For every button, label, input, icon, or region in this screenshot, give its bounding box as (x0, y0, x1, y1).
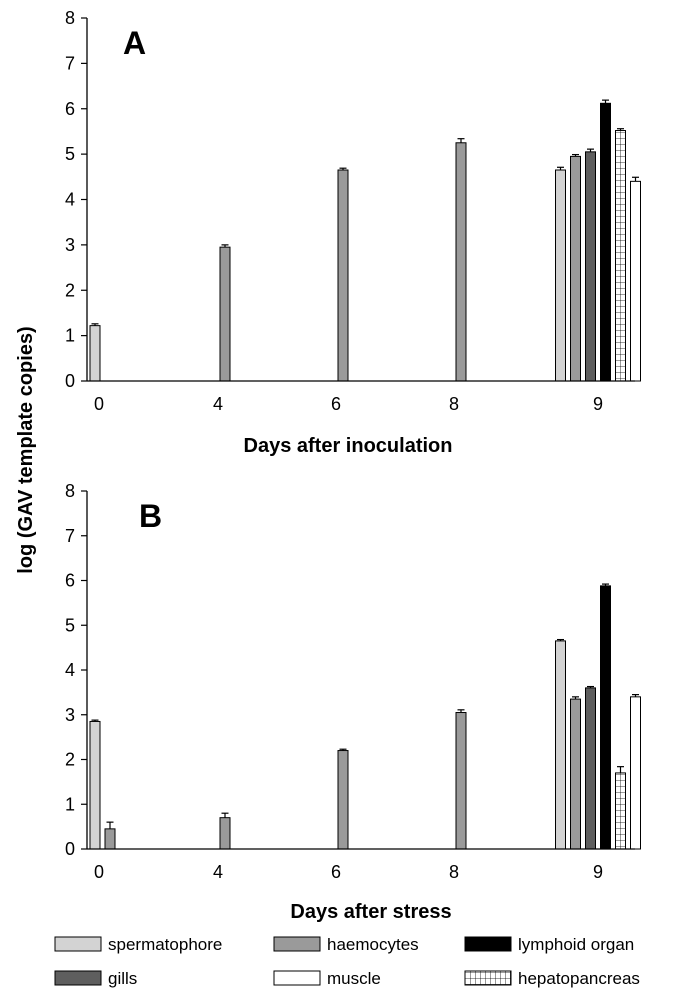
panel-a-y-tick-label: 1 (65, 326, 75, 346)
panel-b-y-tick-label: 3 (65, 705, 75, 725)
panel-a-x-tick-labels: 0 4 6 8 9 (94, 394, 603, 414)
legend-label-haemocytes: haemocytes (327, 935, 419, 954)
panel-a-bar-day9-haemocytes (570, 155, 581, 382)
panel-a-y-tick-label: 3 (65, 235, 75, 255)
panel-a: A 0 1 2 3 4 5 6 7 8 0 4 6 8 9 Days after inoculation (65, 8, 641, 457)
panel-a-y-tick-label: 0 (65, 371, 75, 391)
legend-label-lymphoid-organ: lymphoid organ (518, 935, 634, 954)
panel-a-y-tick-label: 7 (65, 53, 75, 73)
panel-a-bar-day9-spermatophore (555, 169, 566, 382)
panel-b-bar-day9-spermatophore (555, 640, 566, 850)
panel-b-y-tick-label: 6 (65, 571, 75, 591)
panel-b-y-tick-label: 5 (65, 615, 75, 635)
panel-b-x-tick-label: 0 (94, 862, 104, 882)
panel-b-bar-day0-haemocytes (104, 828, 116, 850)
legend-swatch-lymphoid-organ (464, 936, 512, 952)
panel-b-bar-day9-gills (585, 687, 596, 850)
panel-a-x-axis-label: Days after inoculation (244, 435, 453, 457)
panel-b-y-tick-label: 7 (65, 526, 75, 546)
panel-a-y-tick-label: 2 (65, 280, 75, 300)
panel-b-y-tick-label: 2 (65, 750, 75, 770)
legend-swatch-spermatophore (54, 936, 102, 952)
legend-swatch-gills (54, 970, 102, 986)
panel-a-label: A (123, 25, 146, 61)
panel-b-y-tick-label: 1 (65, 794, 75, 814)
panel-a-bar-day9-muscle (630, 180, 641, 382)
panel-b-x-tick-label: 8 (449, 862, 459, 882)
legend-label-muscle: muscle (327, 969, 381, 988)
legend-label-hepatopancreas: hepatopancreas (518, 969, 640, 988)
panel-a-bar-day9-gills (585, 151, 596, 382)
panel-b-grid-ticks: 0 1 2 3 4 5 6 7 8 (65, 481, 87, 859)
panel-b-bar-day9-haemocytes (570, 698, 581, 850)
panel-b-bar-day4-haemocytes (219, 817, 231, 850)
panel-b-x-tick-label: 4 (213, 862, 223, 882)
panel-a-y-tick-label: 6 (65, 99, 75, 119)
panel-a-y-tick-label: 4 (65, 190, 75, 210)
legend-swatch-haemocytes (273, 936, 321, 952)
panel-b-bar-day9-muscle (630, 696, 641, 850)
panel-b-bar-day8-haemocytes (455, 712, 467, 850)
panel-b: B 0 1 2 3 4 5 6 7 8 0 4 6 8 9 Days after stress (65, 481, 641, 923)
panel-a-bars (89, 99, 641, 382)
panel-b-x-tick-labels: 0 4 6 8 9 (94, 862, 603, 882)
panel-b-bar-day9-hepatopancreas (615, 772, 626, 850)
legend-label-spermatophore: spermatophore (108, 935, 222, 954)
panel-a-bar-day0-spermatophore (89, 325, 101, 382)
legend-swatch-muscle (273, 970, 321, 986)
legend-label-gills: gills (108, 969, 137, 988)
panel-a-bar-day4-haemocytes (219, 246, 231, 382)
panel-a-grid-ticks: 0 1 2 3 4 5 6 7 8 (65, 8, 87, 391)
panel-b-x-tick-label: 9 (593, 862, 603, 882)
panel-a-bar-day9-hepatopancreas (615, 130, 626, 382)
legend-swatch-hepatopancreas (464, 970, 512, 986)
panel-a-x-tick-label: 9 (593, 394, 603, 414)
panel-b-y-tick-label: 4 (65, 660, 75, 680)
panel-b-bar-day6-haemocytes (337, 750, 349, 850)
panel-b-bars (89, 583, 641, 850)
panel-a-bar-day8-haemocytes (455, 142, 467, 382)
panel-a-bar-day9-lymphoid-organ (600, 102, 611, 382)
panel-b-y-tick-label: 0 (65, 839, 75, 859)
panel-a-x-tick-label: 0 (94, 394, 104, 414)
panel-b-bar-day9-lymphoid-organ (600, 585, 611, 850)
panel-a-bar-day6-haemocytes (337, 169, 349, 382)
panel-b-y-tick-label: 8 (65, 481, 75, 501)
panel-b-bar-day0-spermatophore (89, 720, 101, 850)
panel-b-x-tick-label: 6 (331, 862, 341, 882)
panel-a-y-tick-label: 5 (65, 144, 75, 164)
panel-b-label: B (139, 498, 162, 534)
panel-a-x-tick-label: 4 (213, 394, 223, 414)
panel-b-x-axis-label: Days after stress (290, 901, 451, 923)
panel-a-x-tick-label: 6 (331, 394, 341, 414)
legend: spermatophore haemocytes lymphoid organ gil… (54, 935, 640, 988)
panel-a-y-tick-label: 8 (65, 8, 75, 28)
panel-a-x-tick-label: 8 (449, 394, 459, 414)
y-axis-label: log (GAV template copies) (15, 326, 37, 573)
